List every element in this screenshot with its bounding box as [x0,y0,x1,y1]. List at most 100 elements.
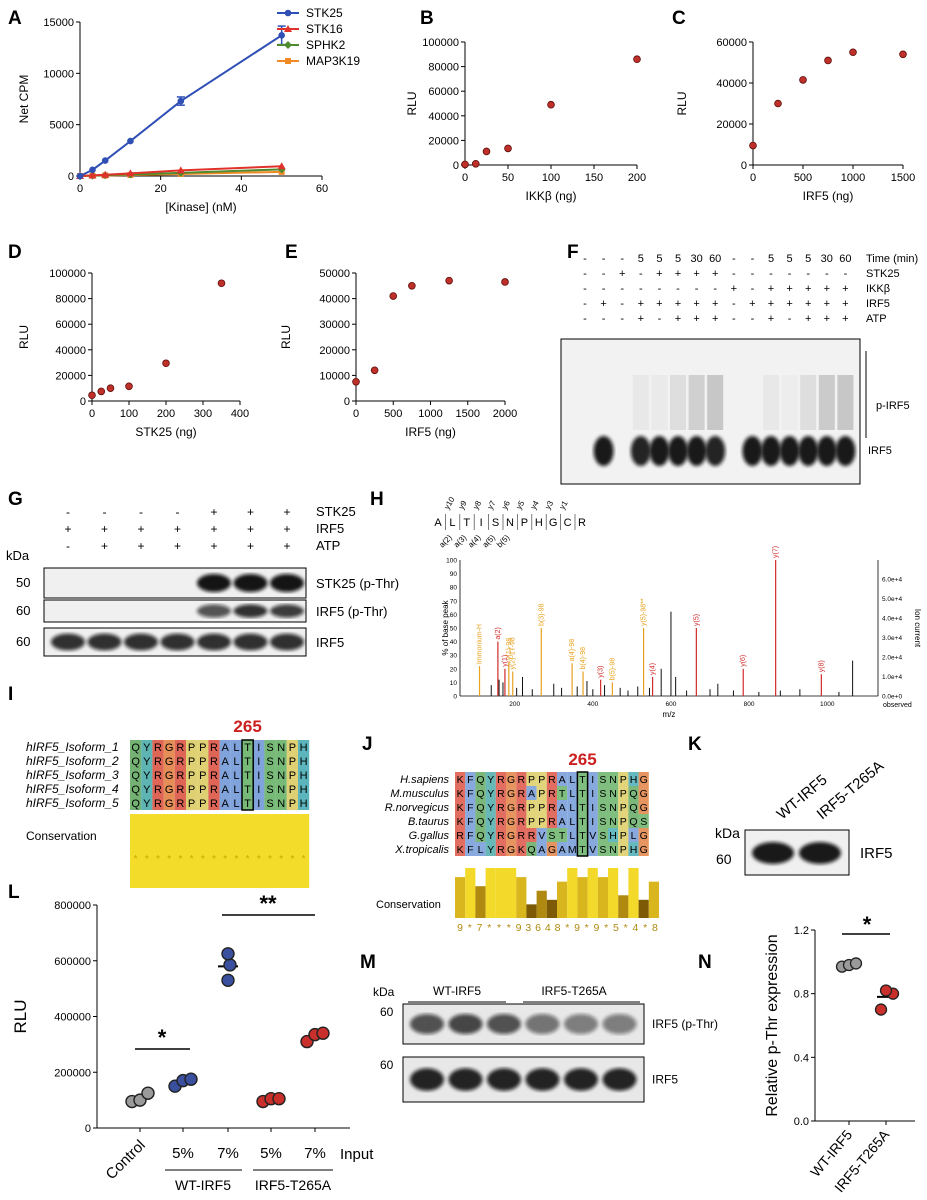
residue-cell [298,782,310,796]
panel-a-x-axis-label: [Kinase] (nM) [165,200,236,214]
residue-letter: R [518,788,526,800]
panel-b-x-tick-label: 50 [502,172,514,184]
data-point [389,292,398,300]
peptide-residue: T [463,517,470,529]
panel-l-y-tick-label: 200000 [54,1067,91,1079]
residue-cell [130,754,142,768]
residue-letter: R [518,774,526,786]
blot-band [593,436,614,466]
residue-letter: Q [476,816,484,828]
residue-cell [608,842,619,856]
residue-letter: F [467,774,473,786]
residue-cell [163,782,175,796]
residue-cell [485,786,496,800]
panel-f-header-cell: + [842,298,848,310]
legend-marker-map3k19 [285,58,291,64]
panel-b-y-axis-label: RLU [405,91,419,115]
conservation-score: * [507,922,511,934]
residue-cell [174,754,186,768]
residue-cell [485,828,496,842]
panel-f-header-cell: - [658,313,662,325]
residue-letter: A [222,770,230,782]
residue-letter: P [538,802,545,814]
data-point [824,56,832,65]
conservation-column [536,890,547,918]
blot-band [686,436,707,466]
residue-cell [618,786,629,800]
residue-cell [577,772,588,786]
panel-d-x-tick-label: 300 [194,408,212,420]
residue-cell [264,740,276,754]
residue-cell [608,800,619,814]
residue-letter: F [467,816,473,828]
residue-cell [264,796,276,810]
residue-cell [163,740,175,754]
conservation-score: * [302,854,306,865]
blot-band [197,604,231,618]
residue-cell [141,782,153,796]
residue-cell [141,768,153,782]
blot-band [448,1068,483,1091]
residue-letter: G [507,774,515,786]
residue-cell [186,754,198,768]
residue-cell [495,842,506,856]
residue-cell [557,786,568,800]
panel-g-header-cell: + [283,505,290,519]
panel-f-header-cell: - [583,283,587,295]
data-point [547,100,555,109]
panel-n-y-axis-label: Relative p-Thr expression [764,934,781,1116]
data-point [352,377,360,386]
residue-cell [628,814,639,828]
residue-cell [455,842,466,856]
panel-e-y-tick-label: 40000 [319,294,350,306]
residue-cell [628,828,639,842]
panel-c-chart: 0 20000 40000 60000 0 500 1000 1500 IRF5 (ng) RLU [675,37,915,203]
panel-f-header-cell: + [675,298,681,310]
blot-band [233,633,268,651]
panel-f-header-label: ATP [866,313,887,325]
panel-g-header-cell: + [64,522,71,536]
panel-f-header-cell: + [693,313,699,325]
residue-letter: Q [131,798,140,810]
panel-b-x-tick-label: 0 [462,172,468,184]
residue-cell [465,842,476,856]
residue-letter: I [591,774,594,786]
residue-cell [286,782,298,796]
residue-cell [275,782,287,796]
residue-letter: Q [131,756,140,768]
panel-f-header-cell: - [713,283,717,295]
panel-g-row-label: IRF5 [316,635,344,650]
residue-cell [536,786,547,800]
residue-letter: P [289,784,296,796]
panel-g-header-cell: + [247,505,254,519]
panel-h-y-tick-label: 0 [453,694,457,701]
legend-label-map3k19: MAP3K19 [306,54,360,68]
residue-letter: Q [476,774,484,786]
residue-cell [557,800,568,814]
residue-letter: Q [476,802,484,814]
residue-cell [495,786,506,800]
panel-h-x-tick-label: 1000 [820,701,835,708]
panel-b-y-tick-label: 0 [453,160,459,172]
spectrum-peak-label: a(2) [495,627,502,639]
residue-letter: P [620,802,627,814]
panel-f-header-cell: + [656,268,662,280]
residue-letter: N [277,798,285,810]
conservation-score: * [468,922,472,934]
blot-smear [632,375,649,430]
panel-h-x-tick-label: 400 [587,701,598,708]
residue-cell [618,828,629,842]
panel-f-header-cell: 60 [709,253,721,265]
residue-letter: R [154,742,162,754]
conservation-column [526,904,537,918]
blot-smear [707,375,724,430]
panel-j-seq-name: X.tropicalis [394,844,449,856]
panel-a-y-tick-label: 10000 [43,68,74,80]
residue-cell [264,754,276,768]
residue-cell [567,814,578,828]
residue-letter: A [538,844,545,856]
panel-h-y-tick-label: 60 [450,612,458,619]
spectrum-peak-label: y(4) [650,663,657,675]
